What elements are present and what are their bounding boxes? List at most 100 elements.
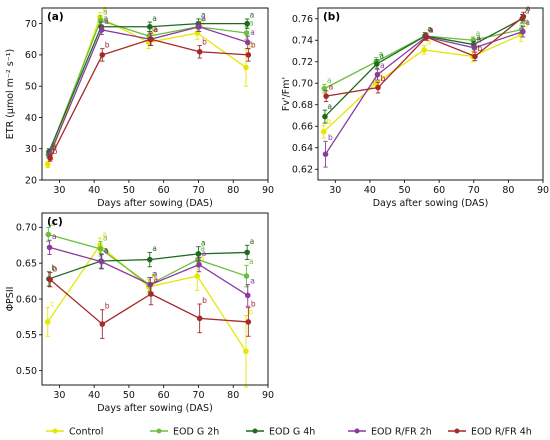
significance-label: b <box>378 70 383 79</box>
x-axis-label: Days after sowing (DAS) <box>97 198 213 209</box>
y-tick-label: 0.65 <box>16 258 37 269</box>
data-point <box>196 48 203 55</box>
data-point <box>244 292 251 299</box>
x-tick-label: 80 <box>227 185 239 196</box>
significance-label: a <box>103 233 108 242</box>
x-tick-label: 60 <box>433 185 445 196</box>
data-point <box>244 39 251 46</box>
significance-label: b <box>248 307 253 316</box>
x-tick-label: 30 <box>53 390 65 401</box>
data-point <box>99 321 106 327</box>
data-point <box>245 319 252 325</box>
y-tick-label: 30 <box>25 144 37 155</box>
data-point <box>243 273 250 279</box>
significance-label: a <box>525 6 530 15</box>
data-point <box>372 80 379 87</box>
significance-label: a <box>52 232 57 241</box>
data-point <box>472 53 478 60</box>
significance-label: a <box>201 11 206 20</box>
x-tick-label: 60 <box>158 390 170 401</box>
significance-label: a <box>526 4 531 13</box>
legend-item-eod-g-4h: EOD G 4h <box>246 426 315 437</box>
significance-label: b <box>477 44 482 53</box>
significance-label: b <box>524 20 529 29</box>
significance-label: a <box>102 230 107 239</box>
significance-label: a <box>524 17 529 26</box>
x-tick-label: 90 <box>262 185 274 196</box>
significance-label: a <box>329 83 334 92</box>
significance-label: a <box>153 275 158 284</box>
panel-label: (b) <box>323 11 340 23</box>
y-axis-label: Fv'/Fm' <box>281 77 292 111</box>
significance-label: b <box>105 40 110 49</box>
data-point <box>99 52 106 58</box>
significance-label: a <box>427 25 432 34</box>
legend-label: EOD G 4h <box>269 426 315 437</box>
significance-label: b <box>381 74 386 83</box>
x-tick-label: 50 <box>123 390 135 401</box>
data-point <box>423 34 430 40</box>
significance-label: a <box>476 29 481 38</box>
data-point <box>148 291 154 297</box>
x-tick-label: 40 <box>364 185 376 196</box>
y-tick-label: 0.60 <box>16 294 37 305</box>
data-point <box>44 319 51 325</box>
data-point <box>321 85 328 92</box>
data-point <box>46 244 53 251</box>
legend-swatch-marker <box>52 428 58 434</box>
significance-label: b <box>53 147 58 156</box>
significance-label: a <box>153 269 158 278</box>
y-tick-label: 20 <box>25 175 37 186</box>
legend-item-control: Control <box>46 426 103 437</box>
y-tick-label: 0.50 <box>16 366 37 377</box>
significance-label: a <box>250 237 255 246</box>
significance-label: a <box>153 25 158 34</box>
series-line <box>326 16 524 97</box>
legend-item-eod-r-fr-4h: EOD R/FR 4h <box>448 426 532 437</box>
data-point <box>196 315 203 322</box>
significance-label: a <box>200 244 205 253</box>
significance-label: a <box>152 14 157 23</box>
x-tick-label: 80 <box>227 390 239 401</box>
data-point <box>146 256 153 263</box>
data-point <box>194 273 201 279</box>
series-line <box>49 38 249 159</box>
significance-label: b <box>248 40 253 49</box>
data-point <box>148 36 154 43</box>
significance-label: a <box>153 25 158 34</box>
significance-label: b <box>326 117 331 126</box>
data-point <box>520 13 527 20</box>
x-tick-label: 70 <box>192 390 204 401</box>
significance-label: a <box>428 25 433 34</box>
y-tick-label: 0.62 <box>292 165 313 176</box>
x-tick-label: 80 <box>502 185 514 196</box>
significance-label: a <box>327 76 332 85</box>
significance-label: a <box>525 18 530 27</box>
y-tick-label: 0.72 <box>292 57 313 68</box>
y-tick-label: 0.66 <box>292 122 313 133</box>
significance-label: a <box>202 14 207 23</box>
x-tick-label: 70 <box>192 185 204 196</box>
panel-label: (c) <box>47 216 63 228</box>
legend-label: EOD G 2h <box>173 426 219 437</box>
significance-label: a <box>249 19 254 28</box>
significance-label: a <box>429 26 434 35</box>
significance-label: a <box>380 61 385 70</box>
data-point <box>98 27 105 33</box>
y-axis-label: ΦPSII <box>5 287 16 312</box>
significance-label: b <box>202 37 207 46</box>
significance-label: b <box>151 28 156 37</box>
x-tick-label: 30 <box>53 185 65 196</box>
significance-label: a <box>152 23 157 32</box>
data-point <box>45 231 52 238</box>
significance-label: a <box>427 37 432 46</box>
panel-c-phipsii: 30 40 50 60 70 80 90 0.50 0.55 0.60 0.65 0.70 Days a… <box>5 212 274 414</box>
legend-swatch-marker <box>354 428 360 434</box>
legend-label: Control <box>69 426 103 437</box>
significance-label: b <box>105 302 110 311</box>
significance-label: a <box>476 33 481 42</box>
significance-label: a <box>428 26 433 35</box>
